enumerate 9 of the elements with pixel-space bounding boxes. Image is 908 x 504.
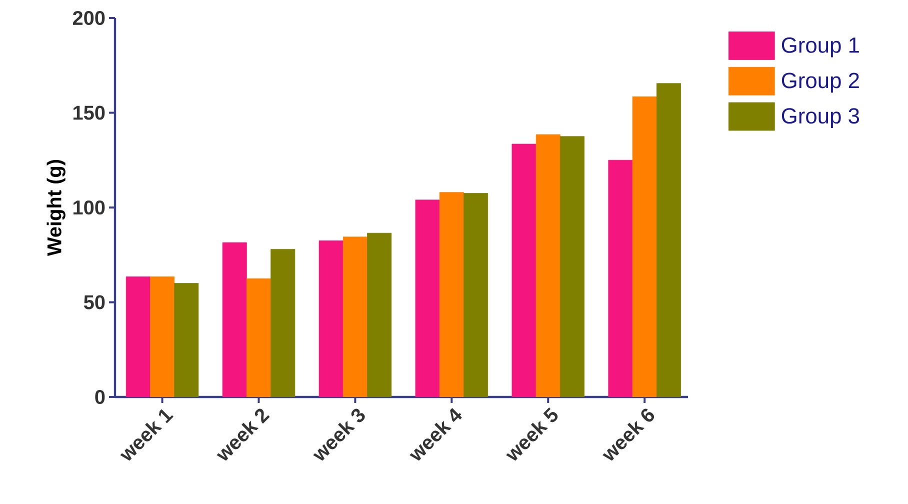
y-tick-label: 0 bbox=[95, 390, 105, 404]
y-tick-label: 50 bbox=[84, 295, 105, 310]
y-tick-label: 100 bbox=[74, 200, 105, 215]
y-tick-label: 150 bbox=[74, 106, 105, 120]
y-axis-title: Weight (g) bbox=[46, 160, 66, 256]
legend-label: Group 2 bbox=[782, 72, 859, 93]
y-tick-label: 200 bbox=[72, 10, 105, 26]
legend-label: Group 3 bbox=[782, 108, 860, 128]
legend-label: Group 1 bbox=[782, 37, 859, 58]
